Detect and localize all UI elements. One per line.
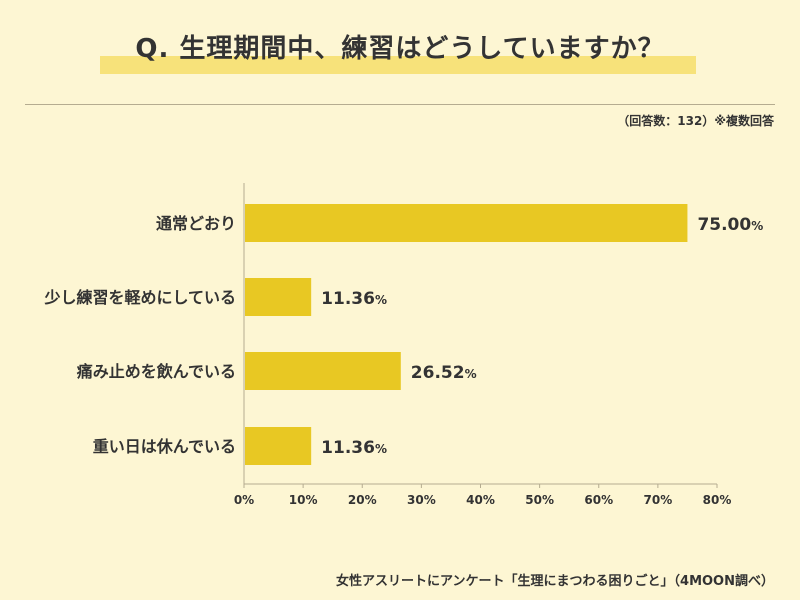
category-label: 通常どおり [156, 214, 236, 233]
bar [245, 352, 401, 390]
x-tick-label: 80% [703, 493, 732, 507]
value-label: 75.00% [697, 215, 763, 235]
source-footer: 女性アスリートにアンケート「生理にまつわる困りごと」（4MOON調べ） [336, 574, 774, 589]
bar [245, 278, 312, 316]
x-tick-label: 50% [525, 493, 554, 507]
bar [245, 427, 312, 465]
category-label: 少し練習を軽めにしている [43, 288, 236, 307]
x-tick-label: 0% [234, 493, 254, 507]
value-label: 11.36% [321, 438, 387, 458]
title-highlight [100, 56, 696, 74]
x-tick-label: 40% [466, 493, 495, 507]
x-tick-label: 30% [407, 493, 436, 507]
chart-title: Q. 生理期間中、練習はどうしていますか？ [0, 28, 800, 65]
value-unit: % [465, 367, 477, 381]
value-unit: % [375, 293, 387, 307]
value-label: 11.36% [321, 289, 387, 309]
chart-title-text: Q. 生理期間中、練習はどうしていますか？ [135, 34, 665, 64]
x-tick-label: 10% [289, 493, 318, 507]
bar [245, 204, 688, 242]
value-unit: % [375, 442, 387, 456]
category-label: 重い日は休んでいる [93, 437, 236, 456]
x-tick-label: 60% [584, 493, 613, 507]
title-divider [25, 104, 775, 105]
value-label: 26.52% [411, 363, 477, 383]
respondent-note: （回答数：132）※複数回答 [617, 114, 774, 128]
category-label: 痛み止めを飲んでいる [76, 362, 236, 381]
x-tick-label: 70% [644, 493, 673, 507]
x-tick-label: 20% [348, 493, 377, 507]
value-unit: % [751, 219, 763, 233]
